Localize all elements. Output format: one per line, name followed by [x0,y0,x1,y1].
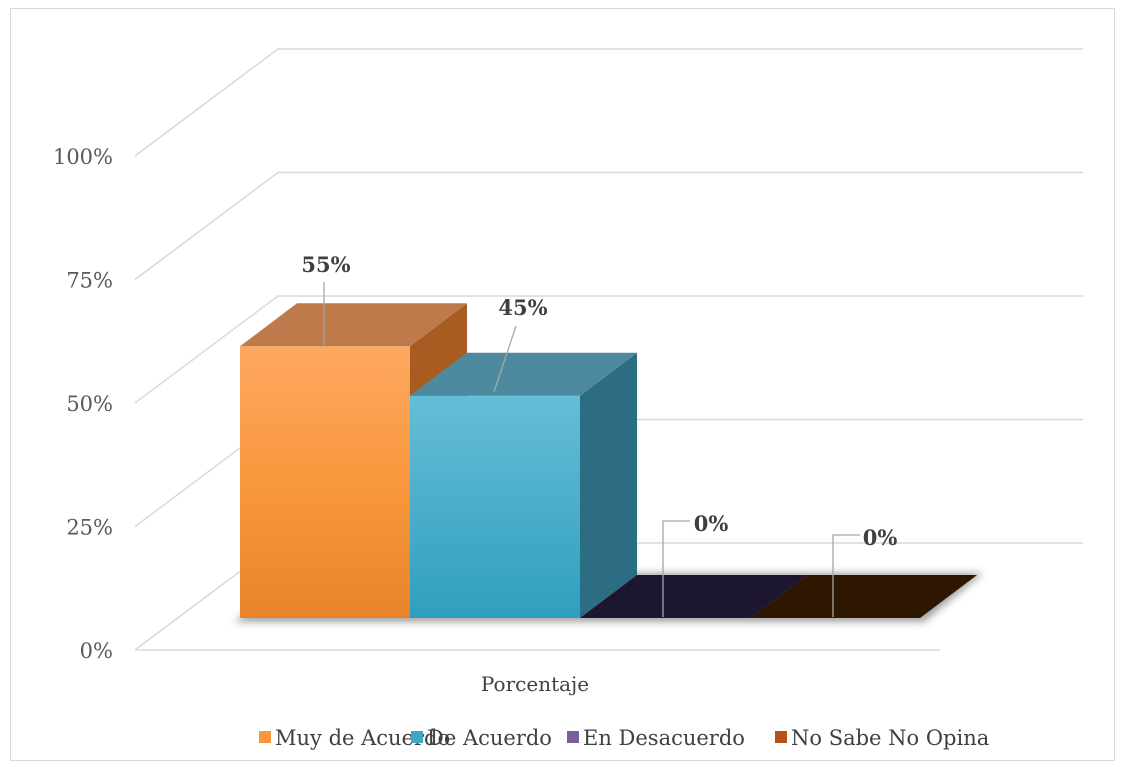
legend-swatch [567,731,579,743]
bar-de-acuerdo [410,352,637,618]
legend-label: En Desacuerdo [583,726,745,750]
bar-top [410,352,637,396]
legend-swatch [775,731,787,743]
y-tick-label: 50% [66,392,113,416]
y-tick-label: 0% [80,639,113,663]
leader-line [493,325,517,393]
data-label: 45% [498,295,547,320]
gridline [134,48,1083,157]
data-label: 0% [863,525,898,550]
y-tick-label: 75% [66,269,113,293]
bar-no-sabe-no-opina [750,575,977,618]
bar-en-desacuerdo [580,575,807,618]
y-axis-ticks: 0% 25% 50% 75% 100% [53,145,113,663]
bar-front [410,395,580,618]
legend-label: De Acuerdo [427,726,552,750]
chart-border [10,8,1115,761]
gridline [134,295,1083,404]
bar-top [750,575,977,618]
bar-top [240,303,467,347]
legend-swatch [259,731,271,743]
legend-item: En Desacuerdo [567,726,745,750]
bars [234,303,983,622]
gridline [134,171,1083,281]
y-tick-label: 25% [66,516,113,540]
legend-swatch [411,731,423,743]
legend-item: Muy de Acuerdo [259,726,450,750]
legend-label: Muy de Acuerdo [275,726,450,750]
leader-line [832,534,860,617]
bar-front [240,346,410,618]
y-tick-label: 100% [53,145,113,169]
data-labels: 55% 45% 0% 0% [301,252,897,617]
legend-item: De Acuerdo [411,726,552,750]
bar-side [580,352,637,618]
data-label: 55% [301,252,350,277]
x-axis-category-label: Porcentaje [481,672,589,696]
gridlines [134,48,1083,651]
leader-line [662,520,690,617]
bar-top [580,575,807,618]
legend-label: No Sabe No Opina [791,726,989,750]
data-label: 0% [694,511,729,536]
legend-item: No Sabe No Opina [775,726,989,750]
